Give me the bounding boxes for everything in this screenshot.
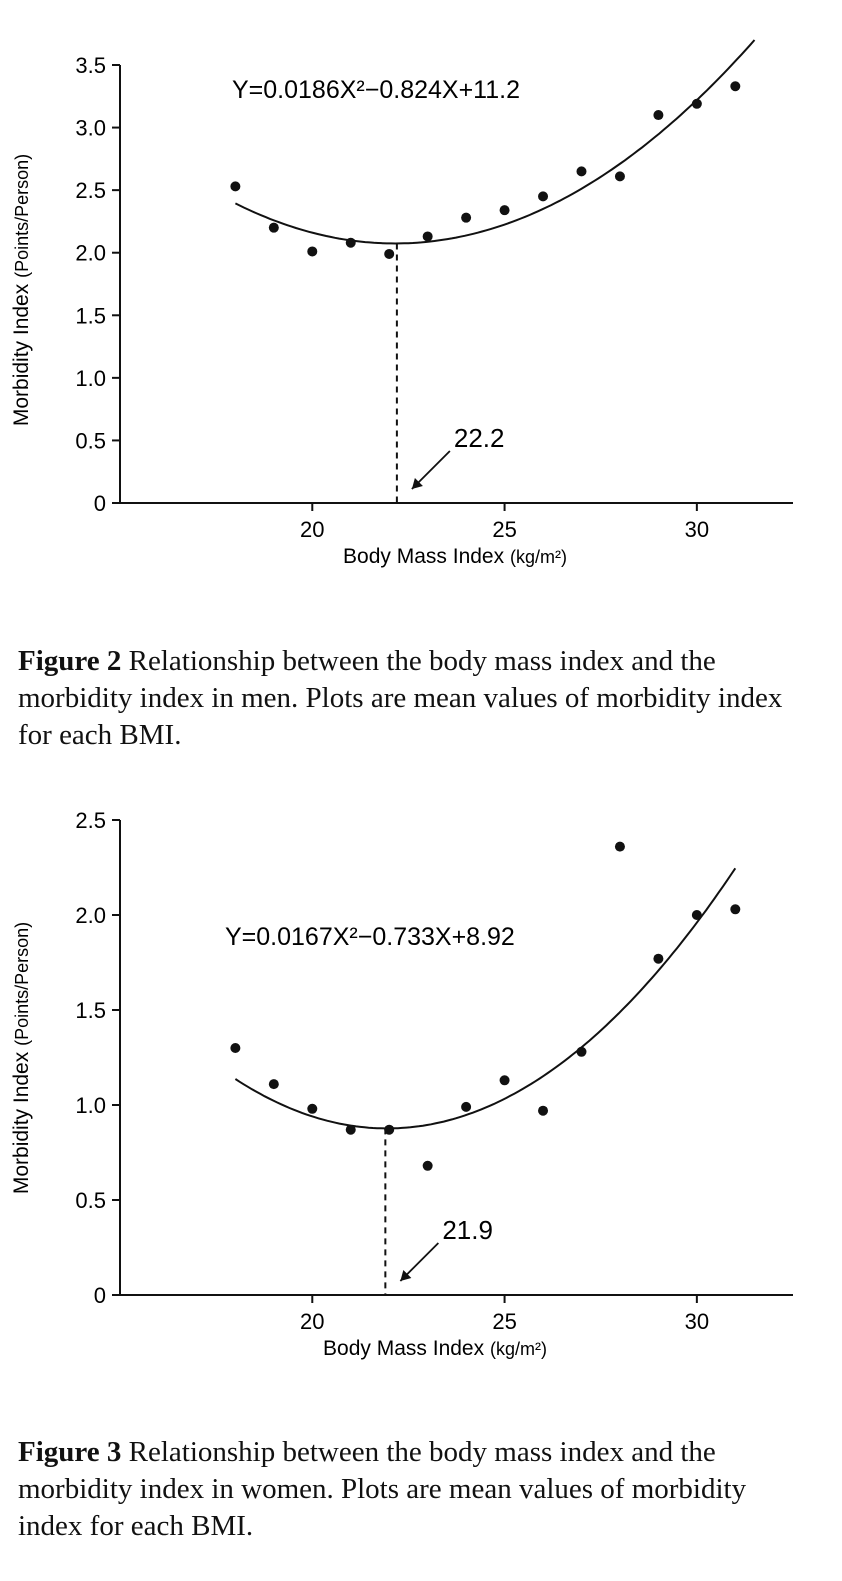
x-axis-label: Body Mass Index (kg/m²)	[343, 545, 567, 568]
data-point	[307, 1103, 318, 1114]
x-axis-label-name: Body Mass Index	[323, 1337, 485, 1360]
minimum-arrowhead	[411, 478, 423, 489]
data-points-layer	[230, 81, 741, 259]
y-tick-label: 1.0	[75, 366, 106, 391]
x-tick-label: 25	[492, 1309, 516, 1334]
data-point	[422, 231, 433, 242]
y-axis: 0 0.5 1.0 1.5 2.0 2.5 3.0 3.5	[75, 53, 121, 516]
data-point	[730, 81, 741, 92]
figure-2-chart: 0 0.5 1.0 1.5 2.0 2.5 3.0 3.5 20 25 30 22.2 Y=0.0…	[10, 39, 793, 568]
y-axis-label-unit: (Points/Person)	[12, 154, 32, 278]
data-point	[730, 904, 741, 915]
y-tick-label: 0.5	[75, 428, 106, 453]
x-tick-label: 30	[685, 1309, 709, 1334]
data-point	[499, 1075, 510, 1086]
figure-3-chart: 0 0.5 1.0 1.5 2.0 2.5 20 25 30 21.9 Y=0.0167X²−…	[10, 808, 793, 1360]
minimum-arrowhead	[400, 1270, 412, 1281]
data-point	[230, 1043, 241, 1053]
y-tick-label: 3.5	[75, 53, 106, 78]
y-tick-label: 0	[94, 491, 106, 516]
figure-3-caption-text: Relationship between the body mass index…	[18, 1436, 747, 1542]
data-point	[230, 181, 241, 192]
y-axis: 0 0.5 1.0 1.5 2.0 2.5	[75, 808, 121, 1308]
y-axis-label-name: Morbidity Index	[10, 1051, 33, 1194]
data-point	[307, 246, 318, 257]
figure-2-caption: Figure 2 Relationship between the body m…	[18, 643, 808, 754]
data-point	[576, 166, 587, 177]
y-tick-label: 2.5	[75, 808, 106, 833]
figure-2-caption-label: Figure 2	[18, 645, 122, 677]
data-point	[691, 910, 702, 920]
y-tick-label: 3.0	[75, 116, 106, 141]
y-tick-label: 0	[94, 1283, 106, 1308]
fit-curve-layer	[234, 867, 737, 1130]
data-point	[461, 212, 472, 223]
data-point	[691, 98, 702, 109]
x-tick-label: 20	[300, 1309, 324, 1334]
data-point	[345, 1124, 356, 1135]
y-tick-label: 1.0	[75, 1093, 106, 1118]
y-tick-label: 2.5	[75, 178, 106, 203]
data-point	[461, 1101, 472, 1112]
data-point	[576, 1046, 587, 1057]
x-axis: 20 25 30	[120, 1294, 793, 1334]
data-point	[614, 841, 625, 852]
data-point	[653, 953, 664, 964]
data-point	[422, 1160, 433, 1171]
y-axis-label: Morbidity Index (Points/Person)	[10, 154, 33, 426]
minimum-label: 22.2	[454, 423, 505, 453]
y-tick-label: 1.5	[75, 998, 106, 1023]
minimum-label: 21.9	[442, 1215, 493, 1245]
y-tick-label: 0.5	[75, 1188, 106, 1213]
data-point	[538, 191, 549, 202]
data-point	[345, 237, 356, 248]
x-tick-label: 30	[685, 517, 709, 542]
y-axis-label-name: Morbidity Index	[10, 283, 33, 426]
x-tick-label: 20	[300, 517, 324, 542]
x-axis-label-unit: (kg/m²)	[490, 1339, 547, 1359]
data-point	[499, 205, 510, 216]
fit-equation: Y=0.0167X²−0.733X+8.92	[225, 923, 515, 951]
data-point	[614, 171, 625, 182]
fit-curve	[234, 39, 756, 245]
data-point	[384, 248, 395, 259]
x-axis-label: Body Mass Index (kg/m²)	[323, 1337, 547, 1360]
y-tick-label: 2.0	[75, 903, 106, 928]
figure-3-caption-label: Figure 3	[18, 1436, 122, 1468]
data-point	[268, 222, 279, 233]
fit-equation: Y=0.0186X²−0.824X+11.2	[232, 76, 520, 104]
fit-curve-layer	[234, 39, 756, 245]
y-axis-label: Morbidity Index (Points/Person)	[10, 922, 33, 1194]
x-tick-label: 25	[492, 517, 516, 542]
y-tick-label: 2.0	[75, 241, 106, 266]
data-point	[653, 110, 664, 121]
x-axis: 20 25 30	[120, 502, 793, 542]
x-axis-label-name: Body Mass Index	[343, 545, 505, 568]
minimum-marker-layer: 21.9	[384, 1128, 493, 1295]
minimum-marker-layer: 22.2	[395, 243, 505, 503]
data-point	[538, 1105, 549, 1116]
y-axis-label-unit: (Points/Person)	[12, 922, 32, 1046]
data-point	[268, 1079, 279, 1090]
x-axis-label-unit: (kg/m²)	[510, 547, 567, 567]
y-tick-label: 1.5	[75, 303, 106, 328]
figure-2-caption-text: Relationship between the body mass index…	[18, 645, 783, 751]
fit-curve	[234, 867, 737, 1130]
figure-3-caption: Figure 3 Relationship between the body m…	[18, 1434, 808, 1545]
data-points-layer	[230, 841, 741, 1171]
data-point	[384, 1124, 395, 1135]
